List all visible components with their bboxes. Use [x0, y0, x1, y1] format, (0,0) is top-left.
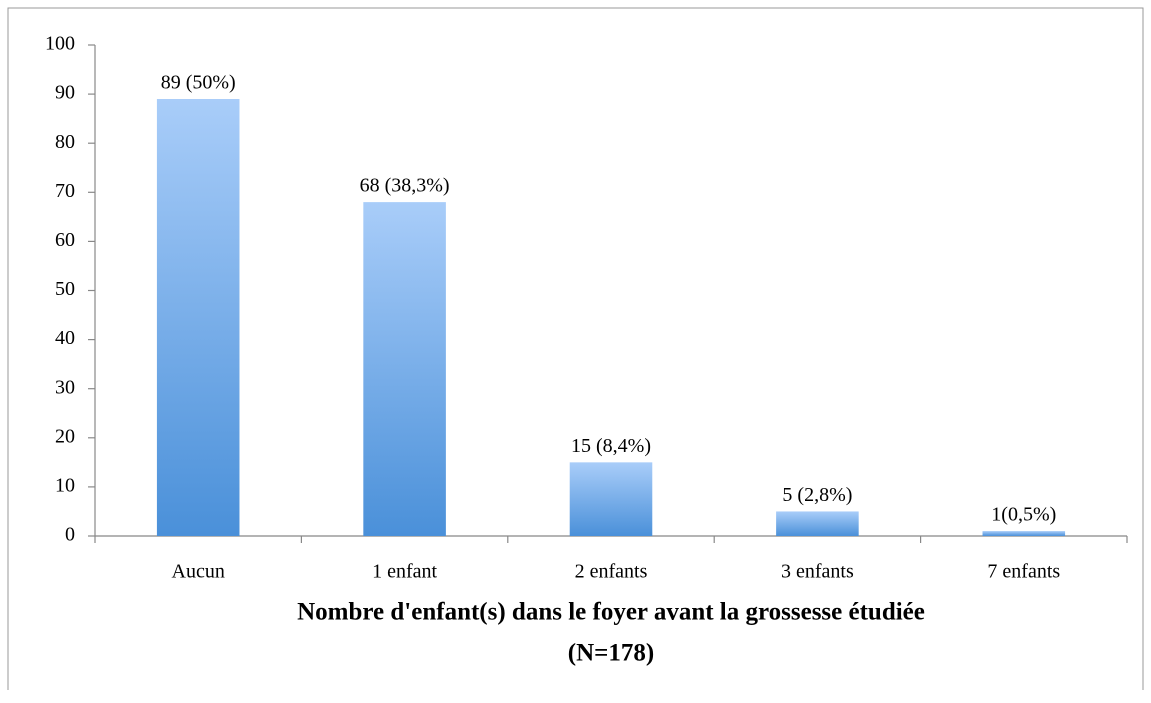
bar: [982, 531, 1066, 536]
frame: [7, 7, 1144, 690]
bar: [363, 202, 446, 536]
y-tick-label: 10: [55, 474, 75, 496]
y-tick-label: 90: [55, 82, 75, 104]
y-tick-label: 20: [55, 425, 75, 447]
y-tick-label: 0: [65, 524, 75, 546]
x-tick-label: Aucun: [172, 561, 225, 583]
x-axis-label: Nombre d'enfant(s) dans le foyer avant l…: [297, 599, 925, 626]
y-tick-label: 70: [55, 180, 75, 202]
x-tick-label: 3 enfants: [781, 561, 854, 583]
value-label: 1(0,5%): [991, 504, 1056, 526]
x-axis-label: (N=178): [568, 640, 654, 667]
bar: [776, 511, 859, 536]
bar: [569, 462, 653, 536]
y-tick-label: 80: [55, 131, 75, 153]
y-tick-label: 60: [55, 229, 75, 251]
x-tick-label: 2 enfants: [575, 561, 648, 583]
y-tick-label: 100: [45, 33, 75, 55]
x-tick-label: 7 enfants: [987, 561, 1060, 583]
value-label: 89 (50%): [161, 72, 236, 94]
y-tick-label: 30: [55, 376, 75, 398]
y-tick-label: 50: [55, 278, 75, 300]
value-label: 15 (8,4%): [571, 435, 651, 457]
value-label: 5 (2,8%): [782, 484, 852, 506]
value-label: 68 (38,3%): [360, 175, 450, 197]
y-tick-label: 40: [55, 327, 75, 349]
bar: [156, 99, 240, 536]
x-tick-label: 1 enfant: [372, 561, 437, 583]
